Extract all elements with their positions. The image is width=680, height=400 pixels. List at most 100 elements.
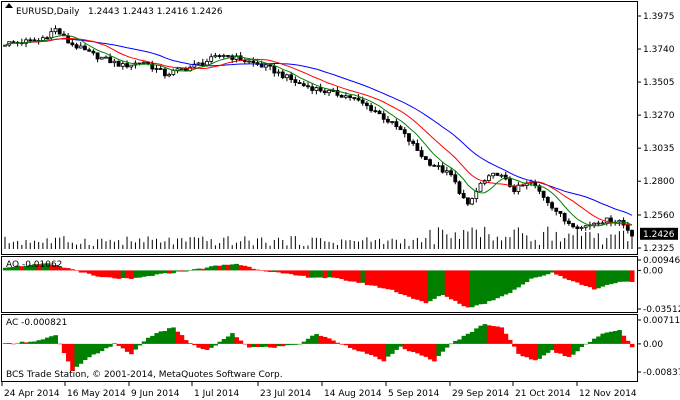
candle-body[interactable]	[272, 65, 277, 74]
candle-body[interactable]	[179, 68, 184, 71]
candle-body[interactable]	[306, 85, 310, 88]
candle-body[interactable]	[512, 186, 517, 193]
candle-body[interactable]	[495, 172, 500, 176]
candle-body[interactable]	[369, 105, 374, 112]
candle-body[interactable]	[465, 197, 470, 205]
candle-body[interactable]	[11, 41, 16, 44]
candle-body[interactable]	[457, 181, 462, 194]
candle-body[interactable]	[343, 95, 348, 98]
candle-body[interactable]	[259, 64, 264, 68]
candle-body[interactable]	[356, 97, 361, 101]
candle-body[interactable]	[562, 213, 567, 222]
candle-body[interactable]	[28, 39, 33, 42]
candle-body[interactable]	[104, 56, 108, 59]
candle-body[interactable]	[415, 143, 420, 151]
candle-body[interactable]	[247, 60, 251, 63]
candle-body[interactable]	[83, 45, 87, 51]
candle-body[interactable]	[53, 28, 58, 33]
candle-body[interactable]	[213, 55, 218, 58]
candle-body[interactable]	[268, 64, 273, 67]
candle-body[interactable]	[360, 99, 365, 104]
ac-panel[interactable]	[1, 314, 638, 382]
candle-body[interactable]	[108, 56, 113, 64]
candle-body[interactable]	[394, 121, 399, 128]
candle-body[interactable]	[554, 207, 559, 212]
candle-body[interactable]	[545, 197, 550, 204]
candle-body[interactable]	[125, 63, 129, 68]
candle-body[interactable]	[453, 174, 458, 183]
candle-body[interactable]	[440, 165, 445, 173]
candle-body[interactable]	[24, 39, 28, 44]
candle-body[interactable]	[423, 156, 428, 161]
candle-body[interactable]	[251, 60, 256, 63]
candle-body[interactable]	[242, 60, 247, 62]
candle-body[interactable]	[322, 90, 327, 94]
candle-body[interactable]	[461, 193, 466, 199]
candle-body[interactable]	[352, 97, 357, 99]
candle-body[interactable]	[402, 129, 407, 134]
candle-body[interactable]	[571, 223, 575, 228]
candle-body[interactable]	[575, 226, 580, 229]
candle-body[interactable]	[491, 172, 496, 177]
candle-body[interactable]	[318, 87, 323, 92]
candle-body[interactable]	[158, 68, 163, 70]
candle-body[interactable]	[285, 74, 289, 79]
candle-body[interactable]	[432, 164, 437, 167]
candle-body[interactable]	[276, 71, 281, 74]
candle-body[interactable]	[537, 185, 542, 192]
candle-body[interactable]	[386, 118, 390, 123]
candle-body[interactable]	[78, 45, 83, 49]
candle-body[interactable]	[70, 42, 75, 46]
candle-body[interactable]	[436, 165, 441, 168]
candle-body[interactable]	[226, 55, 230, 57]
candle-body[interactable]	[335, 89, 340, 96]
candle-body[interactable]	[120, 63, 125, 67]
candle-body[interactable]	[592, 222, 597, 226]
candle-body[interactable]	[449, 170, 453, 176]
candle-body[interactable]	[550, 202, 554, 209]
candle-body[interactable]	[163, 68, 167, 77]
candle-body[interactable]	[381, 113, 386, 120]
candle-body[interactable]	[364, 102, 369, 106]
candle-body[interactable]	[314, 87, 319, 91]
candle-body[interactable]	[428, 159, 432, 166]
candle-body[interactable]	[470, 198, 474, 205]
candle-body[interactable]	[3, 44, 7, 47]
candle-body[interactable]	[263, 64, 268, 68]
candle-body[interactable]	[390, 121, 395, 123]
candle-body[interactable]	[91, 50, 96, 54]
candle-body[interactable]	[154, 68, 159, 70]
candle-body[interactable]	[74, 44, 79, 49]
candle-body[interactable]	[171, 69, 176, 75]
candle-body[interactable]	[348, 95, 352, 98]
candle-body[interactable]	[116, 60, 121, 67]
candle-body[interactable]	[192, 63, 197, 68]
candle-body[interactable]	[167, 74, 172, 77]
candle-body[interactable]	[373, 110, 378, 113]
candle-body[interactable]	[209, 56, 214, 62]
candle-body[interactable]	[45, 37, 49, 40]
candle-body[interactable]	[112, 60, 117, 64]
candle-body[interactable]	[499, 174, 504, 177]
candle-body[interactable]	[558, 210, 563, 214]
candle-body[interactable]	[583, 225, 588, 228]
candle-body[interactable]	[234, 55, 239, 60]
candle-body[interactable]	[604, 217, 609, 224]
candle-body[interactable]	[419, 150, 424, 157]
candle-body[interactable]	[99, 56, 104, 60]
candle-body[interactable]	[280, 71, 285, 79]
candle-body[interactable]	[95, 52, 100, 60]
candle-body[interactable]	[487, 175, 491, 181]
candle-body[interactable]	[600, 222, 605, 225]
candle-body[interactable]	[508, 178, 512, 187]
candle-body[interactable]	[327, 89, 331, 94]
candle-body[interactable]	[301, 83, 306, 87]
candle-body[interactable]	[217, 55, 222, 57]
candle-body[interactable]	[541, 190, 546, 198]
candle-body[interactable]	[596, 222, 601, 225]
candle-body[interactable]	[129, 64, 134, 68]
candle-body[interactable]	[221, 55, 226, 57]
candle-body[interactable]	[478, 182, 483, 192]
candle-body[interactable]	[297, 82, 302, 85]
